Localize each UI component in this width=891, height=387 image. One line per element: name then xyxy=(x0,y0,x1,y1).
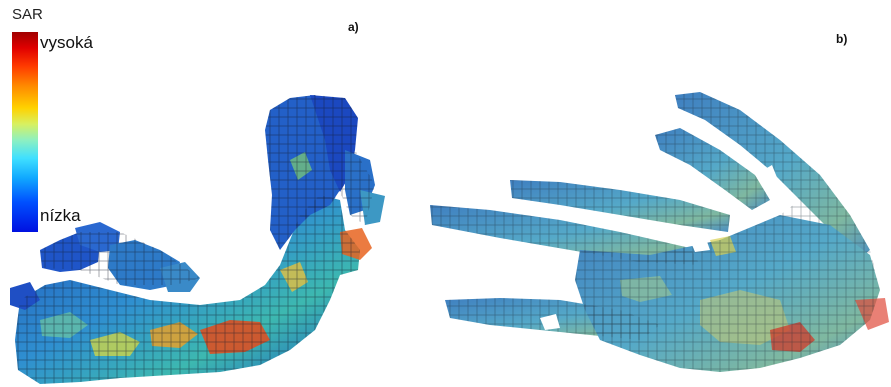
panel-b-voxel-model xyxy=(430,92,889,372)
panel-a-label: a) xyxy=(348,20,359,34)
panel-b-label: b) xyxy=(836,32,848,46)
colorbar-title: SAR xyxy=(12,6,43,23)
panel-a-voxel-model xyxy=(10,95,385,384)
sar-colorbar xyxy=(12,32,38,232)
colorbar-low-label: nízka xyxy=(40,206,81,225)
colorbar-high-label: vysoká xyxy=(40,33,93,52)
